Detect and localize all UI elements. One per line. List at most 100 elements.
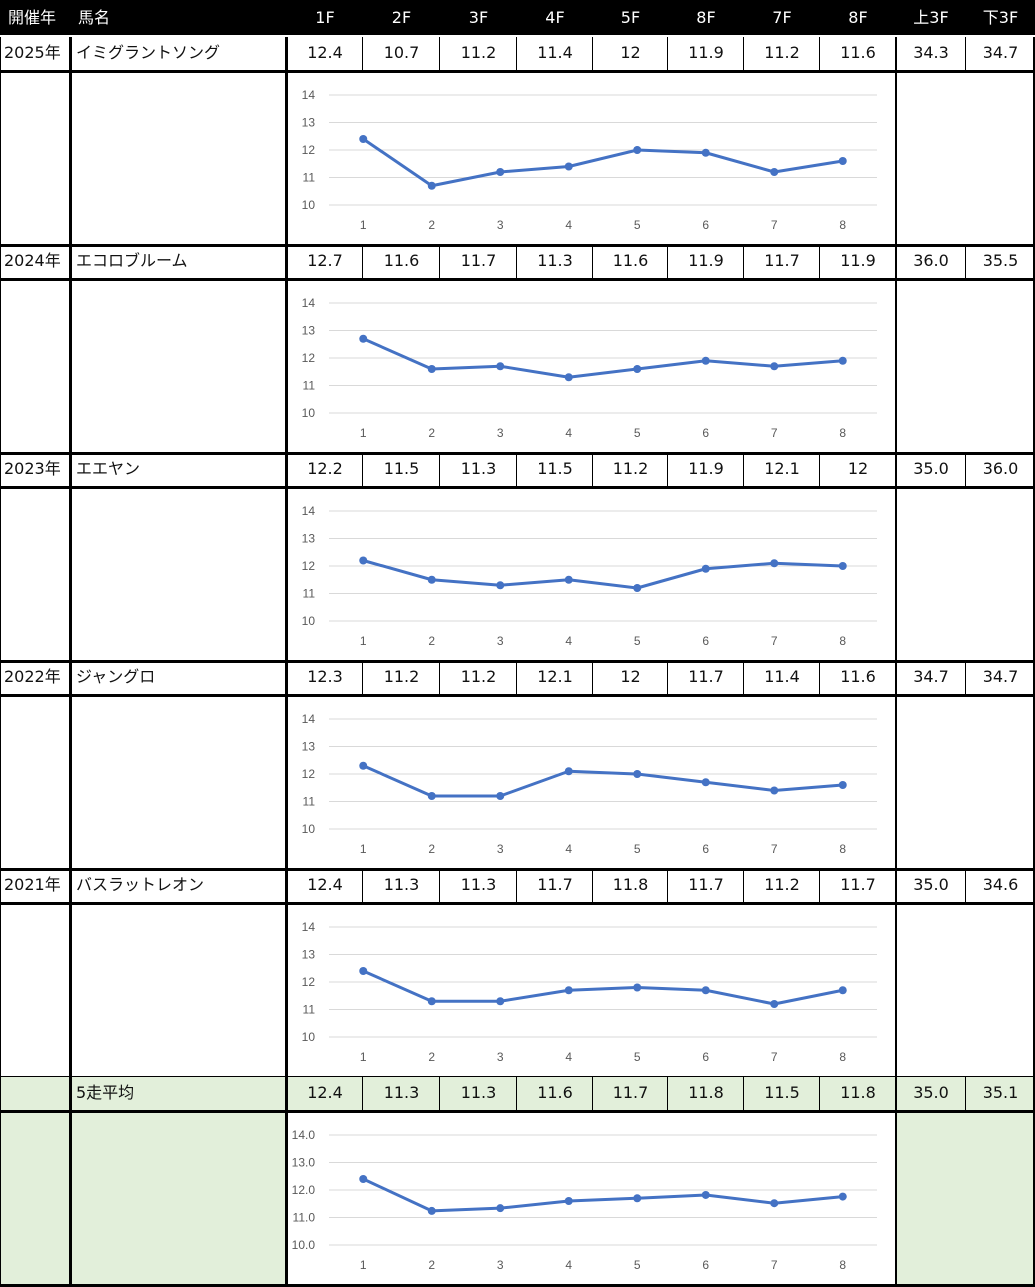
data-point	[838, 986, 847, 995]
first-3f-time: 35.0	[913, 459, 949, 478]
split-time-3: 11.2	[460, 43, 497, 62]
y-tick-label: 12	[302, 559, 316, 573]
x-tick-label: 3	[497, 1050, 504, 1064]
y-tick-label: 13	[302, 324, 316, 338]
average-row-bg	[0, 1077, 1035, 1111]
split-time-5: 12	[620, 667, 641, 686]
column-divider	[69, 245, 72, 453]
average-chart-bg-left	[0, 1111, 287, 1285]
header-furlong-6: 8F	[668, 0, 744, 35]
row-divider	[0, 1110, 1035, 1113]
split-time-3: 11.7	[460, 251, 497, 270]
x-tick-label: 2	[428, 426, 435, 440]
race-block: 2025年 イミグラントソング 12.4 10.7 11.2 11.4 12 11.9 11.2…	[0, 37, 1035, 247]
x-tick-label: 3	[497, 842, 504, 856]
column-divider	[743, 453, 744, 487]
column-divider	[362, 661, 363, 695]
x-tick-label: 3	[497, 634, 504, 648]
horse-name: エコロブルーム	[76, 251, 188, 270]
column-divider	[285, 453, 288, 661]
row-divider	[0, 278, 1035, 281]
split-time-1: 12.4	[307, 1083, 343, 1102]
y-tick-label: 12	[302, 351, 316, 365]
x-tick-label: 3	[497, 426, 504, 440]
race-block: 2023年 エエヤン 12.2 11.5 11.3 11.5 11.2 11.9 12.1 12 3…	[0, 453, 1035, 663]
column-divider	[965, 661, 966, 695]
column-divider	[1033, 37, 1035, 245]
y-tick-label: 14	[302, 296, 316, 310]
data-point	[838, 157, 847, 165]
data-point	[427, 365, 436, 373]
data-point	[701, 148, 710, 157]
split-time-5: 11.7	[612, 1083, 649, 1102]
x-tick-label: 1	[360, 1258, 367, 1272]
y-tick-label: 11.0	[293, 1211, 316, 1225]
first-3f-time: 34.7	[913, 667, 949, 686]
data-point	[496, 792, 505, 800]
column-divider	[69, 453, 72, 661]
data-point	[496, 168, 505, 176]
split-time-2: 10.7	[383, 43, 420, 62]
race-block: 2024年 エコロブルーム 12.7 11.6 11.7 11.3 11.6 11.9 11.7…	[0, 245, 1035, 455]
x-tick-label: 1	[360, 218, 367, 232]
split-time-4: 11.7	[537, 875, 573, 894]
column-divider	[439, 661, 440, 695]
split-time-8: 11.8	[840, 1083, 876, 1102]
split-time-6: 11.9	[688, 43, 724, 62]
column-divider	[285, 661, 288, 869]
split-time-6: 11.8	[688, 1083, 724, 1102]
data-point	[359, 1175, 368, 1183]
data-point	[633, 146, 642, 154]
x-tick-label: 3	[497, 1258, 504, 1272]
split-time-7: 11.4	[764, 667, 800, 686]
column-divider	[69, 661, 72, 869]
y-tick-label: 14.0	[292, 1128, 316, 1142]
split-time-2: 11.3	[383, 875, 420, 894]
y-tick-label: 13.0	[292, 1156, 316, 1170]
data-point	[701, 356, 710, 365]
split-time-2: 11.5	[383, 459, 420, 478]
data-point	[564, 767, 573, 776]
column-divider	[819, 661, 820, 695]
column-divider	[819, 1077, 820, 1111]
column-divider	[362, 869, 363, 903]
split-time-3: 11.3	[460, 459, 497, 478]
data-point	[633, 983, 642, 992]
column-divider	[1033, 1077, 1035, 1285]
split-time-3: 11.2	[460, 667, 497, 686]
horse-name: ジャングロ	[76, 667, 156, 686]
split-time-7: 11.7	[764, 251, 800, 270]
horse-name: イミグラントソング	[76, 43, 221, 62]
column-divider	[895, 661, 897, 869]
data-point	[359, 761, 368, 770]
x-tick-label: 6	[702, 426, 709, 440]
column-divider	[516, 453, 517, 487]
column-divider	[439, 453, 440, 487]
x-tick-label: 2	[428, 1258, 435, 1272]
data-point	[770, 786, 779, 795]
x-tick-label: 5	[634, 842, 641, 856]
race-block: 2022年 ジャングロ 12.3 11.2 11.2 12.1 12 11.7 11.4 11.6…	[0, 661, 1035, 871]
data-point	[701, 1190, 710, 1199]
column-divider	[592, 661, 593, 695]
y-tick-label: 10	[302, 198, 316, 212]
split-time-7: 11.5	[764, 1083, 800, 1102]
column-divider	[516, 869, 517, 903]
column-divider	[69, 37, 72, 245]
x-tick-label: 3	[497, 218, 504, 232]
split-chart: 10 11 12 13 14 1 2 3 4 5 6 7 8	[287, 489, 896, 659]
data-point	[633, 770, 642, 778]
y-tick-label: 10	[302, 614, 316, 628]
x-tick-label: 4	[565, 1258, 572, 1272]
x-tick-label: 4	[565, 426, 572, 440]
y-tick-label: 12	[302, 767, 316, 781]
x-tick-label: 1	[360, 1050, 367, 1064]
data-point	[633, 1194, 642, 1203]
data-point	[427, 792, 436, 800]
column-divider	[69, 1077, 72, 1285]
x-tick-label: 8	[839, 842, 846, 856]
y-tick-label: 11	[303, 795, 316, 809]
split-time-4: 11.6	[537, 1083, 573, 1102]
